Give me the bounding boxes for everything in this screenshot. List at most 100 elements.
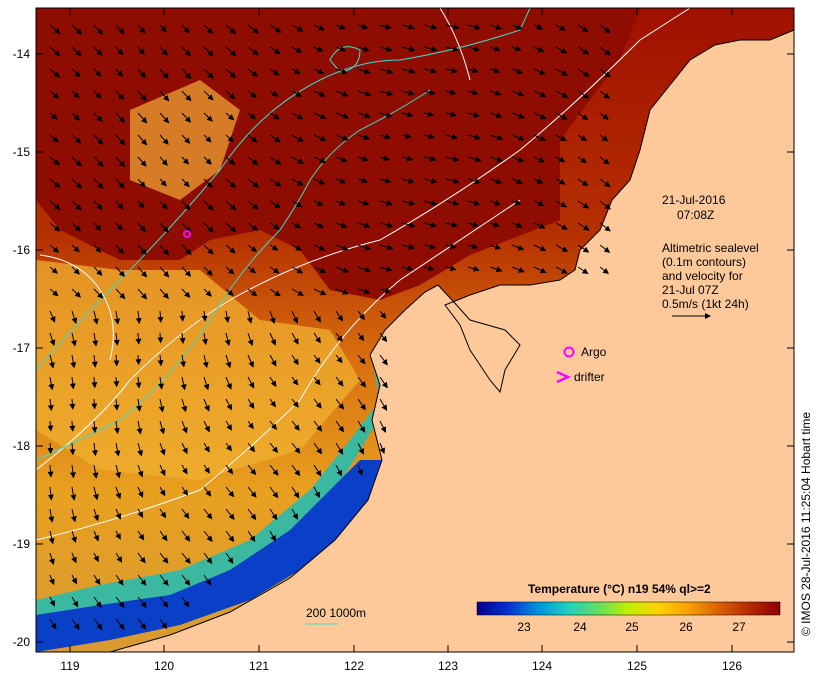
- velocity-arrow: [313, 134, 327, 142]
- velocity-arrow: [69, 464, 76, 479]
- velocity-arrow: [423, 265, 435, 272]
- velocity-arrow: [599, 112, 609, 120]
- sealevel-contour: [39, 254, 114, 361]
- velocity-arrow: [291, 398, 299, 408]
- velocity-arrow: [114, 310, 121, 325]
- velocity-arrow: [137, 288, 148, 300]
- velocity-arrow: [203, 112, 213, 122]
- velocity-arrow: [115, 618, 125, 630]
- velocity-arrow: [335, 266, 350, 273]
- velocity-arrow: [599, 266, 609, 275]
- altimetry-line: and velocity for: [662, 269, 743, 283]
- velocity-arrow: [159, 68, 169, 79]
- velocity-arrow: [357, 266, 372, 273]
- velocity-arrow: [511, 68, 524, 74]
- velocity-arrow: [467, 243, 479, 250]
- velocity-arrow: [115, 46, 124, 56]
- latitude-axis: -14 -15 -16 -17 -18 -19 -20: [13, 47, 31, 649]
- velocity-arrow: [113, 332, 120, 346]
- velocity-arrow: [202, 332, 208, 346]
- velocity-arrow: [179, 332, 186, 344]
- sealevel-contour: [35, 7, 691, 471]
- velocity-arrow: [137, 464, 144, 478]
- velocity-arrow: [269, 420, 277, 430]
- velocity-arrow: [313, 222, 325, 228]
- velocity-arrow: [203, 46, 214, 57]
- velocity-arrow: [467, 111, 480, 118]
- velocity-arrow: [181, 442, 188, 455]
- velocity-arrow: [247, 354, 254, 368]
- velocity-arrow: [533, 244, 547, 252]
- colorbar-tick-label: 23: [517, 620, 531, 634]
- velocity-arrow: [246, 310, 253, 324]
- velocity-arrow: [247, 486, 257, 498]
- velocity-arrow: [159, 420, 166, 435]
- velocity-arrow: [489, 45, 501, 52]
- velocity-arrow: [313, 244, 326, 251]
- landmass: [109, 8, 795, 653]
- velocity-arrow: [445, 178, 460, 184]
- velocity-arrow: [48, 530, 55, 545]
- velocity-arrow: [511, 45, 522, 52]
- velocity-arrow: [159, 200, 168, 210]
- velocity-arrow: [247, 156, 259, 166]
- velocity-arrow: [555, 156, 566, 163]
- velocity-arrow: [291, 266, 304, 274]
- velocity-arrow: [445, 265, 457, 272]
- velocity-arrow: [247, 200, 259, 210]
- velocity-arrow: [225, 508, 235, 520]
- velocity-arrow: [291, 310, 299, 324]
- velocity-arrow: [91, 442, 98, 457]
- velocity-arrow: [269, 134, 281, 143]
- velocity-arrow: [225, 112, 235, 121]
- velocity-arrow: [115, 596, 125, 608]
- velocity-arrow: [71, 596, 79, 608]
- velocity-arrow: [203, 68, 214, 79]
- velocity-arrow: [181, 134, 191, 144]
- velocity-arrow: [225, 552, 234, 564]
- velocity-arrow: [115, 112, 125, 124]
- velocity-arrow: [357, 23, 369, 30]
- velocity-arrow: [158, 398, 165, 413]
- velocity-arrow: [357, 398, 366, 411]
- velocity-arrow: [489, 67, 500, 74]
- velocity-arrow: [115, 244, 125, 254]
- velocity-arrow: [247, 178, 259, 188]
- velocity-arrow: [335, 23, 346, 30]
- velocity-arrow: [181, 156, 190, 165]
- velocity-arrow: [357, 112, 371, 119]
- velocity-arrow: [577, 68, 590, 77]
- velocity-arrow: [269, 112, 280, 120]
- sealevel-contours: [35, 7, 691, 541]
- velocity-arrow: [115, 200, 124, 210]
- velocity-arrow: [313, 442, 323, 455]
- velocity-arrow: [357, 442, 364, 455]
- velocity-arrow: [467, 24, 482, 30]
- velocity-arrow: [511, 199, 522, 206]
- velocity-arrow: [71, 574, 77, 585]
- velocity-arrow: [159, 574, 169, 586]
- velocity-arrow: [158, 376, 164, 390]
- velocity-arrow: [291, 90, 303, 97]
- velocity-arrow: [247, 464, 257, 476]
- velocity-arrow: [379, 420, 386, 433]
- velocity-arrow: [269, 486, 279, 499]
- velocity-arrow: [335, 68, 348, 75]
- velocity-arrow: [91, 420, 98, 434]
- velocity-arrow: [71, 552, 77, 564]
- velocity-arrow: [181, 112, 192, 123]
- velocity-arrow: [291, 376, 299, 386]
- velocity-arrow: [599, 46, 611, 56]
- velocity-arrow: [49, 244, 60, 253]
- colorbar-tick-label: 27: [732, 620, 746, 634]
- velocity-arrow: [247, 420, 254, 430]
- velocity-arrow: [313, 200, 324, 206]
- velocity-arrow: [269, 376, 277, 388]
- latitude-tick-label: -15: [13, 145, 31, 159]
- velocity-arrow: [401, 133, 412, 139]
- velocity-arrow: [489, 244, 502, 250]
- velocity-arrow: [159, 134, 169, 145]
- velocity-arrow: [203, 134, 212, 143]
- velocity-arrow: [159, 288, 169, 299]
- velocity-arrow: [533, 200, 545, 207]
